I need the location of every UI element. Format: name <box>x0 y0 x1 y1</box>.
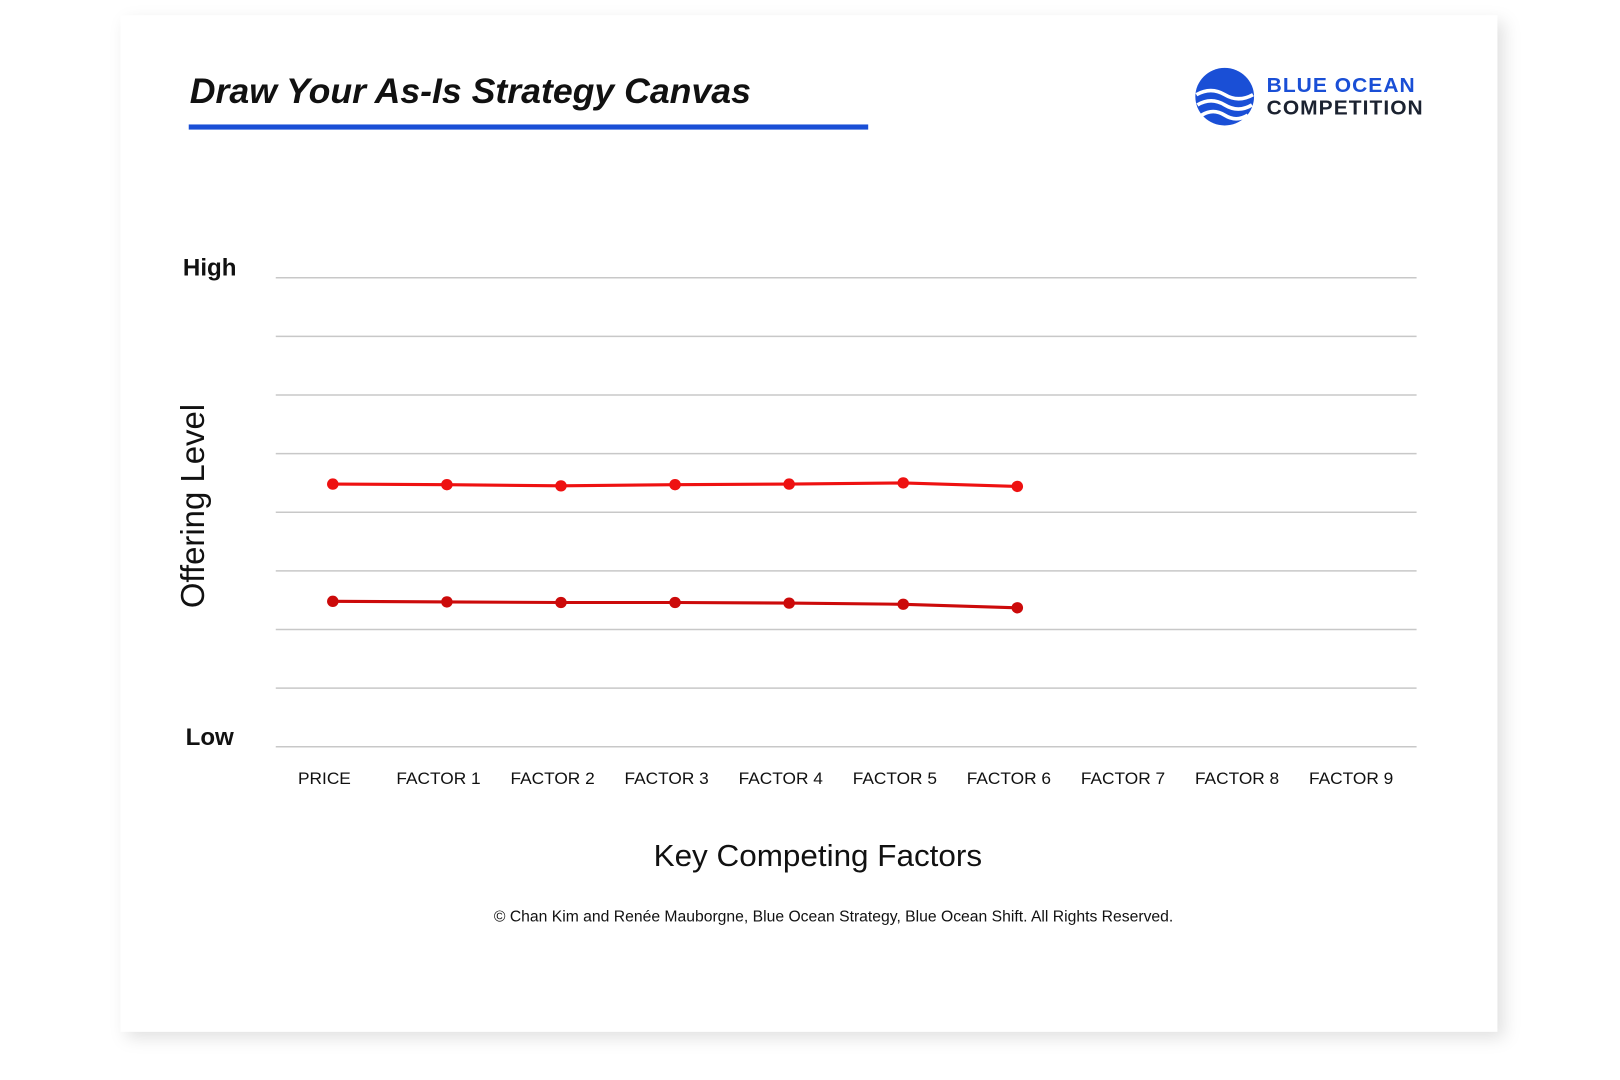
title-underline <box>188 124 869 130</box>
logo: BLUE OCEAN COMPETITION <box>1195 67 1424 126</box>
data-point <box>441 596 453 608</box>
x-tick-label: FACTOR 4 <box>739 768 824 788</box>
x-tick-label: FACTOR 7 <box>1081 768 1165 788</box>
x-tick-label: FACTOR 6 <box>967 768 1051 788</box>
x-tick-label: FACTOR 2 <box>510 768 594 788</box>
data-point <box>1011 480 1024 493</box>
y-tick-label: High <box>183 255 237 282</box>
x-tick-label: FACTOR 1 <box>396 768 480 788</box>
data-point <box>783 597 795 609</box>
x-tick-label: FACTOR 8 <box>1195 768 1279 788</box>
data-point <box>669 479 681 491</box>
footer: © Chan Kim and Renée Mauborgne, Blue Oce… <box>494 909 1173 926</box>
data-point <box>555 596 567 609</box>
data-point <box>327 478 339 490</box>
data-point <box>555 480 567 492</box>
x-tick-label: FACTOR 9 <box>1309 768 1393 788</box>
data-point <box>669 596 681 609</box>
x-tick-label: FACTOR 3 <box>625 768 709 788</box>
logo-waves <box>1195 88 1254 121</box>
data-point <box>783 478 795 490</box>
data-point <box>897 598 909 610</box>
x-tick-label: PRICE <box>298 768 351 788</box>
data-point <box>1011 602 1024 614</box>
y-axis-label: Offering Level <box>175 404 212 608</box>
data-point <box>327 595 339 608</box>
y-tick-label: Low <box>186 724 235 751</box>
data-point <box>441 479 453 491</box>
logo-text: COMPETITION <box>1267 97 1424 120</box>
x-tick-label: FACTOR 5 <box>853 768 937 788</box>
chart-title: Draw Your As-Is Strategy Canvas <box>190 72 751 111</box>
x-axis-label: Key Competing Factors <box>654 838 983 873</box>
data-point <box>897 477 909 489</box>
card <box>120 15 1498 1032</box>
logo-text: BLUE OCEAN <box>1267 74 1416 97</box>
